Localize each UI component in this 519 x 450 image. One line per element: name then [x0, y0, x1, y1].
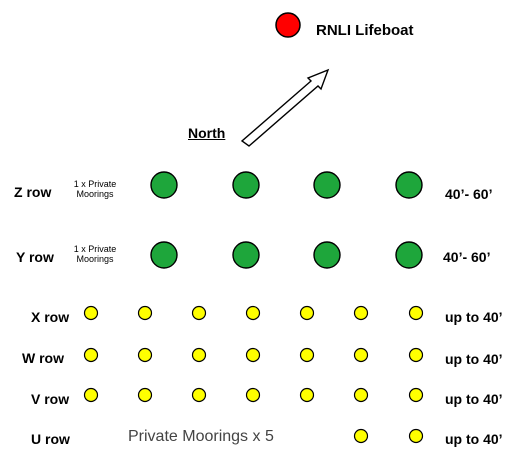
mooring-buoy: [245, 305, 261, 321]
mooring-buoy: [137, 305, 153, 321]
mooring-buoy: [408, 347, 424, 363]
x-row-moorings: [83, 305, 424, 321]
mooring-buoy: [395, 171, 423, 199]
private-note-line2: Moorings: [76, 254, 114, 264]
y-row-label: Y row: [16, 249, 54, 265]
mooring-buoy: [150, 241, 178, 269]
mooring-buoy: [232, 241, 260, 269]
north-arrow-icon: [240, 68, 330, 147]
mooring-buoy: [408, 387, 424, 403]
mooring-buoy: [83, 305, 99, 321]
private-note-line1: 1 x Private: [73, 244, 117, 254]
mooring-buoy: [232, 171, 260, 199]
mooring-buoy: [150, 171, 178, 199]
north-label: North: [188, 125, 226, 141]
mooring-buoy: [191, 387, 207, 403]
private-note-line1: 1 x Private: [73, 179, 117, 189]
lifeboat-marker: [275, 12, 301, 38]
mooring-buoy: [353, 428, 369, 444]
mooring-buoy: [408, 428, 424, 444]
u-row-private-moorings: Private Moorings x 5: [128, 428, 274, 445]
z-row-private-note: 1 x Private Moorings: [64, 179, 126, 199]
z-row-size: 40’- 60’: [445, 186, 493, 202]
x-row-size: up to 40’: [445, 309, 503, 325]
v-row-label: V row: [31, 391, 70, 407]
v-row-size: up to 40’: [445, 391, 503, 407]
u-row-size: up to 40’: [445, 431, 503, 447]
private-note-line2: Moorings: [76, 189, 114, 199]
lifeboat-label: RNLI Lifeboat: [316, 22, 414, 39]
z-row-label: Z row: [14, 184, 52, 200]
mooring-buoy: [137, 387, 153, 403]
mooring-buoy: [299, 347, 315, 363]
v-row-moorings: [83, 387, 424, 403]
y-row-moorings: [150, 241, 423, 269]
mooring-buoy: [83, 347, 99, 363]
mooring-buoy: [299, 387, 315, 403]
mooring-buoy: [137, 347, 153, 363]
mooring-buoy: [245, 387, 261, 403]
x-row-label: X row: [31, 309, 70, 325]
w-row-size: up to 40’: [445, 351, 503, 367]
mooring-buoy: [299, 305, 315, 321]
mooring-buoy: [353, 305, 369, 321]
mooring-buoy: [191, 347, 207, 363]
mooring-buoy: [245, 347, 261, 363]
w-row-label: W row: [22, 350, 64, 366]
mooring-buoy: [313, 171, 341, 199]
mooring-buoy: [353, 347, 369, 363]
mooring-buoy: [353, 387, 369, 403]
mooring-buoy: [191, 305, 207, 321]
u-row-label: U row: [31, 431, 70, 447]
mooring-buoy: [408, 305, 424, 321]
mooring-buoy: [395, 241, 423, 269]
mooring-buoy: [83, 387, 99, 403]
mooring-buoy: [313, 241, 341, 269]
y-row-size: 40’- 60’: [443, 249, 491, 265]
w-row-moorings: [83, 347, 424, 363]
y-row-private-note: 1 x Private Moorings: [64, 244, 126, 264]
u-row-moorings: [353, 428, 424, 444]
z-row-moorings: [150, 171, 423, 199]
